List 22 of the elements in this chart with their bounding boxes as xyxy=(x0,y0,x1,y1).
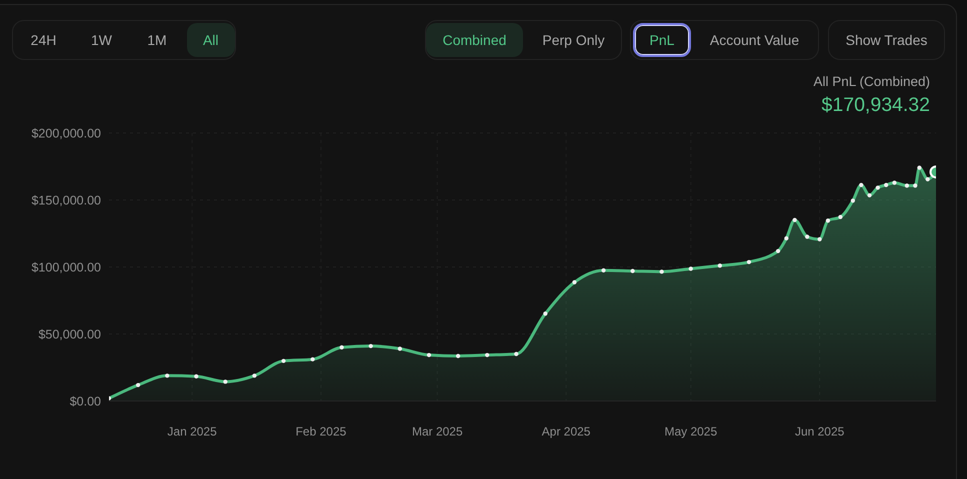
y-tick-label: $200,000.00 xyxy=(31,126,102,140)
y-tick-label: $50,000.00 xyxy=(38,327,102,342)
y-tick-label: $100,000.00 xyxy=(31,260,102,274)
text: $170,934.32 xyxy=(822,93,930,117)
toggle-button[interactable]: 1M xyxy=(134,23,180,57)
toggle-button[interactable]: 24H xyxy=(20,23,67,57)
chart-subtitle: All PnL (Combined) xyxy=(813,74,930,90)
toggle-button[interactable]: 1W xyxy=(78,23,125,57)
x-tick-label: Feb 2025 xyxy=(296,424,347,439)
y-tick-label: $0.00 xyxy=(70,394,102,408)
toggle-button[interactable]: All xyxy=(187,23,234,57)
toggle-button[interactable]: Account Value xyxy=(694,23,815,57)
y-tick-label: $150,000.00 xyxy=(31,193,102,208)
x-tick-label: Apr 2025 xyxy=(542,424,591,439)
x-tick-label: Mar 2025 xyxy=(412,424,463,439)
toggle-button[interactable]: PnL xyxy=(633,23,691,57)
x-tick-label: Jan 2025 xyxy=(167,424,218,439)
x-tick-label: May 2025 xyxy=(664,424,718,439)
x-tick-label: Jun 2025 xyxy=(794,424,845,439)
toggle-button[interactable]: Combined xyxy=(426,23,523,57)
toggle-button[interactable]: Perp Only xyxy=(528,23,619,57)
toggle-button[interactable]: Show Trades xyxy=(828,20,945,60)
